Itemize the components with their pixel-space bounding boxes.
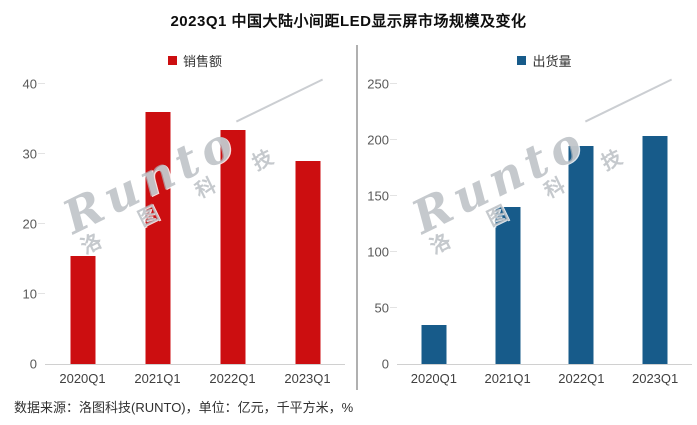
bar-slot: 2023Q1 [618, 84, 692, 386]
shipments-y-axis: 0 50 100 150 200 250 [357, 78, 397, 371]
y-axis-tick-label: 0 [29, 356, 37, 372]
bar-slot: 2021Q1 [120, 84, 195, 386]
shipments-legend-swatch [517, 56, 527, 65]
y-axis-tick-label: 10 [22, 286, 37, 302]
y-axis-tick-mark [38, 293, 45, 294]
shipments-legend: 出货量 [397, 51, 692, 70]
x-axis-label: 2022Q1 [209, 371, 256, 386]
y-axis-tick-label: 0 [381, 356, 389, 372]
sales-bars: 2020Q1 2021Q1 2022Q1 2023Q1 [45, 84, 345, 386]
y-axis-tick-label: 50 [374, 300, 389, 316]
bar-2020Q1 [421, 324, 447, 364]
sales-plot-area: 2020Q1 2021Q1 2022Q1 2023Q1 [38, 83, 345, 386]
chart-title: 2023Q1 中国大陆小间距LED显示屏市场规模及变化 [170, 13, 527, 30]
shipments-bars: 2020Q1 2021Q1 2022Q1 2023Q1 [397, 84, 692, 386]
bar-2023Q1 [642, 135, 668, 364]
bar-2022Q1 [220, 129, 245, 364]
x-axis-label: 2023Q1 [631, 371, 679, 386]
shipments-chart-panel: 出货量 0 50 100 150 200 250 2020Q1 2021Q1 2022Q1 20… [357, 45, 697, 390]
x-axis-label: 2021Q1 [484, 371, 531, 386]
sales-y-axis: 0 10 20 30 40 [0, 78, 45, 371]
y-axis-tick-mark [390, 251, 397, 252]
sales-legend: 销售额 [45, 51, 345, 70]
bar-2021Q1 [495, 207, 521, 364]
bar-slot: 2023Q1 [270, 84, 345, 386]
bar-slot: 2022Q1 [545, 84, 619, 386]
y-axis-tick-mark [38, 83, 45, 84]
bar-2022Q1 [568, 145, 594, 364]
bar-slot: 2021Q1 [471, 84, 545, 386]
y-axis-tick-label: 250 [367, 76, 389, 92]
y-axis-tick-mark [38, 223, 45, 224]
x-axis-label: 2020Q1 [59, 371, 106, 386]
y-axis-tick-mark [390, 139, 397, 140]
x-axis-label: 2022Q1 [558, 371, 605, 386]
sales-chart-panel: 销售额 0 10 20 30 40 2020Q1 2021Q1 2022Q1 2023Q1 R… [0, 45, 350, 390]
bar-slot: 2020Q1 [397, 84, 471, 386]
y-axis-tick-mark [38, 153, 45, 154]
y-axis-tick-mark [390, 307, 397, 308]
y-axis-tick-mark [390, 195, 397, 196]
bar-2020Q1 [70, 255, 95, 364]
y-axis-tick-label: 100 [367, 244, 389, 260]
panel-divider [356, 45, 358, 390]
y-axis-tick-label: 200 [367, 132, 389, 148]
shipments-chart-area: 0 50 100 150 200 250 2020Q1 2021Q1 2022Q1 2023Q1 [357, 78, 692, 386]
bar-slot: 2020Q1 [45, 84, 120, 386]
sales-legend-label: 销售额 [182, 54, 222, 69]
shipments-legend-label: 出货量 [532, 54, 572, 69]
bar-slot: 2022Q1 [195, 84, 270, 386]
y-axis-tick-label: 40 [22, 76, 37, 92]
x-axis-label: 2021Q1 [134, 371, 181, 386]
y-axis-tick-label: 30 [22, 146, 37, 162]
y-axis-tick-label: 150 [367, 188, 389, 204]
bar-2023Q1 [295, 161, 320, 364]
bar-2021Q1 [145, 112, 170, 364]
source-note: 数据来源：洛图科技(RUNTO)，单位：亿元，千平方米，% [14, 400, 354, 415]
x-axis-label: 2023Q1 [284, 371, 331, 386]
sales-chart-area: 0 10 20 30 40 2020Q1 2021Q1 2022Q1 2023Q1 [0, 78, 345, 386]
x-axis-label: 2020Q1 [410, 371, 457, 386]
shipments-plot-area: 2020Q1 2021Q1 2022Q1 2023Q1 [390, 83, 692, 386]
sales-legend-swatch [167, 56, 177, 65]
y-axis-tick-mark [390, 83, 397, 84]
y-axis-tick-label: 20 [22, 216, 37, 232]
